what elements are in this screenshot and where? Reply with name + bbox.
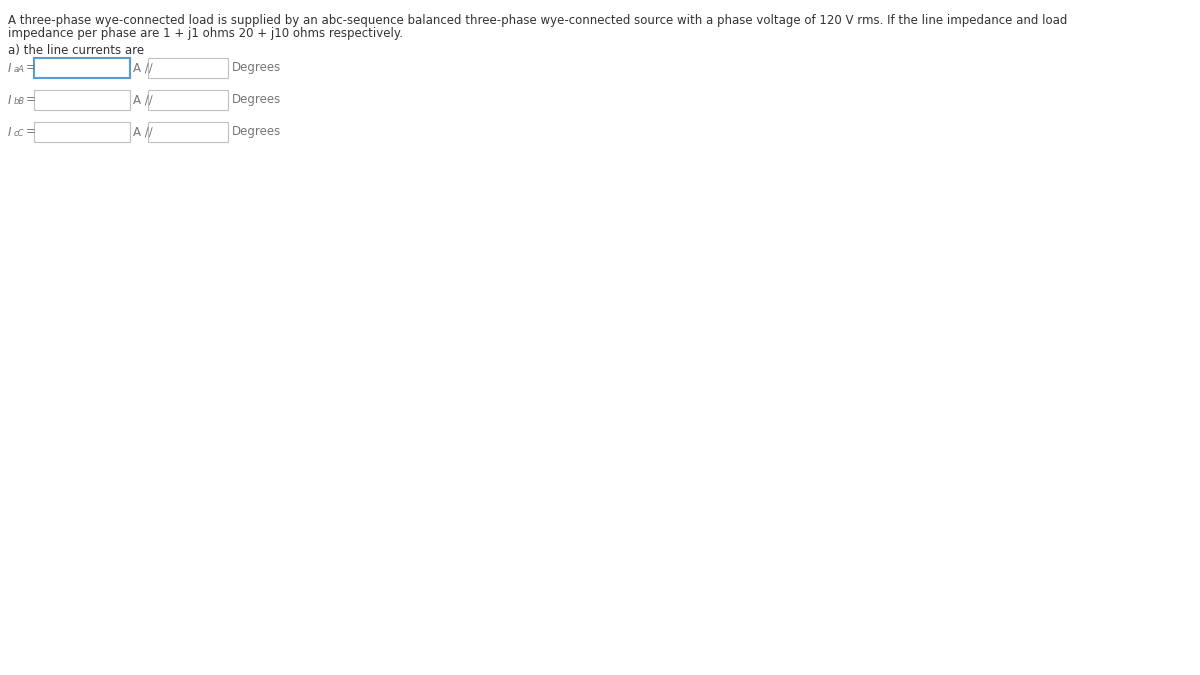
Text: cC: cC [14, 130, 24, 138]
Text: Degrees: Degrees [232, 126, 281, 138]
Bar [34, 58, 130, 78]
Text: a) the line currents are: a) the line currents are [8, 44, 144, 57]
Text: A /∕: A /∕ [133, 94, 152, 107]
Text: =: = [26, 94, 36, 107]
Text: I: I [8, 61, 12, 74]
Text: I: I [8, 94, 12, 107]
Text: impedance per phase are 1 + j1 ohms 20 + j10 ohms respectively.: impedance per phase are 1 + j1 ohms 20 +… [8, 27, 403, 40]
Bar [34, 90, 130, 110]
Text: A /∕: A /∕ [133, 126, 152, 138]
Text: =: = [26, 61, 36, 74]
Text: A three-phase wye-connected load is supplied by an abc-sequence balanced three-p: A three-phase wye-connected load is supp… [8, 14, 1067, 27]
Text: Degrees: Degrees [232, 94, 281, 107]
Bar [34, 122, 130, 142]
Text: aA: aA [14, 65, 25, 74]
Text: =: = [26, 126, 36, 138]
Text: Degrees: Degrees [232, 61, 281, 74]
Text: I: I [8, 126, 12, 138]
Bar [148, 122, 228, 142]
Bar [148, 58, 228, 78]
Bar [148, 90, 228, 110]
Text: bB: bB [14, 97, 25, 107]
Text: A /∕: A /∕ [133, 61, 152, 74]
